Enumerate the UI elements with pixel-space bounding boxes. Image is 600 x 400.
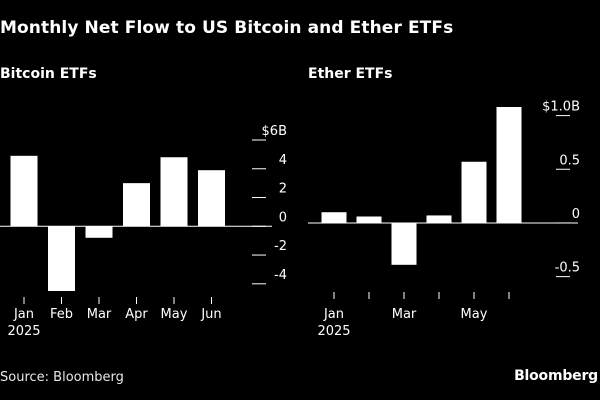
bar-2 [391, 222, 417, 265]
x-tick-label-2: Mar [392, 307, 417, 322]
y-tick-label-0: -4 [274, 268, 287, 283]
x-tick-label-0: Jan [13, 307, 34, 322]
ether-panel-title: Ether ETFs [308, 66, 393, 82]
bar-3 [123, 183, 150, 227]
bar-0 [321, 212, 347, 223]
y-tick-label-4: 4 [279, 153, 287, 168]
x-tick-label-5: Jun [200, 307, 221, 322]
bar-0 [10, 155, 38, 227]
y-tick-label-0: -0.5 [555, 261, 580, 276]
bar-1 [48, 226, 75, 291]
x-tick-label-0: Jan [323, 307, 344, 322]
bar-4 [461, 161, 487, 223]
bar-2 [85, 226, 113, 238]
y-tick-label-1: -2 [274, 239, 287, 254]
bar-1 [356, 216, 382, 223]
y-tick-label-3: 2 [279, 182, 287, 197]
bar-3 [426, 215, 452, 223]
bar-5 [496, 107, 522, 223]
x-tick-label-3: Apr [125, 307, 148, 322]
source-note: Source: Bloomberg [0, 370, 124, 385]
bloomberg-logo: Bloomberg [514, 368, 598, 384]
y-tick-label-5: $6B [262, 124, 287, 139]
y-tick-label-3: $1.0B [542, 100, 580, 115]
bar-4 [160, 157, 188, 227]
x-tick-label-0-line2: 2025 [317, 324, 350, 339]
y-tick-label-2: 0 [279, 210, 287, 225]
chart-title: Monthly Net Flow to US Bitcoin and Ether… [0, 18, 454, 38]
x-tick-label-0-line2: 2025 [7, 324, 40, 339]
x-tick-label-4: May [461, 307, 488, 322]
y-tick-label-2: 0.5 [559, 153, 580, 168]
y-tick-label-1: 0 [572, 207, 580, 222]
x-tick-label-2: Mar [87, 307, 112, 322]
bar-5 [198, 170, 225, 227]
x-tick-label-4: May [161, 307, 188, 322]
x-tick-label-1: Feb [50, 307, 73, 322]
bitcoin-panel-title: Bitcoin ETFs [0, 66, 97, 82]
